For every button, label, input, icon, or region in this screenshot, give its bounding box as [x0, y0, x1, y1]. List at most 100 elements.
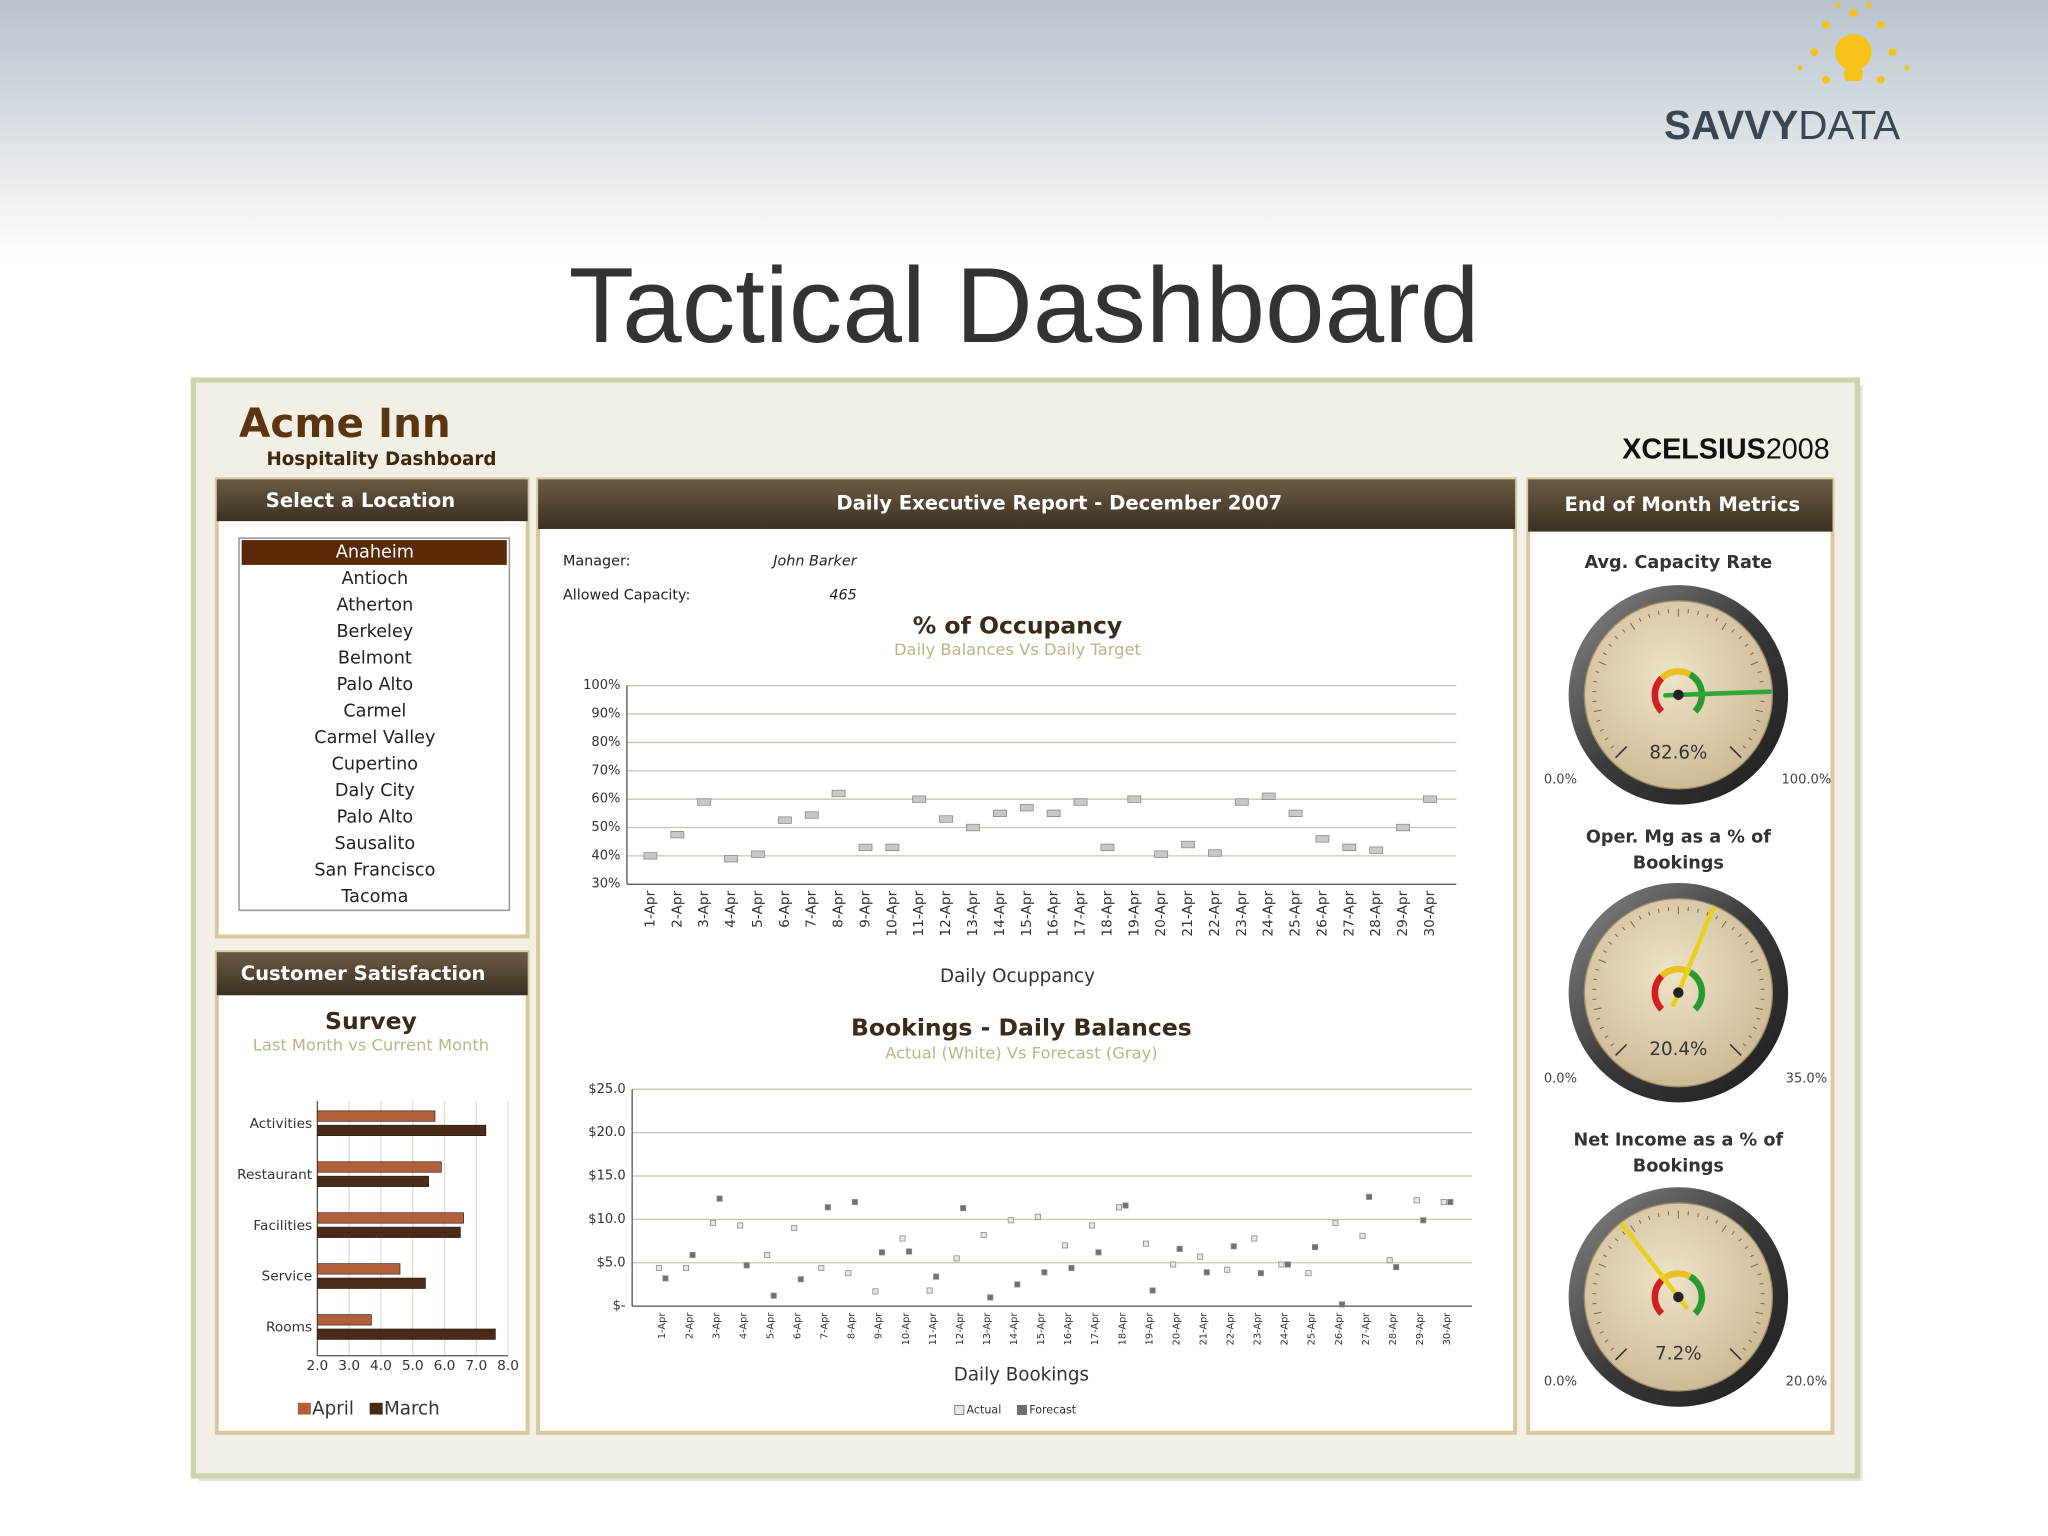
y-tick-label: $15.0 [588, 1169, 625, 1184]
gauge-dial-tick [1593, 1311, 1602, 1315]
gauge-dial-tick [1610, 745, 1615, 749]
marker [933, 1273, 940, 1280]
marker [662, 1275, 669, 1282]
marker [1386, 1257, 1393, 1264]
marker [1420, 1217, 1427, 1224]
marker [953, 1255, 960, 1262]
gauge-dial-tick [1742, 1347, 1747, 1351]
gauge-dial-tick [1598, 661, 1607, 666]
location-item[interactable]: Cupertino [332, 755, 419, 775]
gauge-dial-tick [1750, 959, 1759, 964]
marker [751, 850, 765, 858]
marker [697, 798, 712, 806]
marker [851, 1199, 858, 1206]
chart-subtitle: Actual (White) Vs Forecast (Gray) [885, 1044, 1157, 1063]
location-item[interactable]: Carmel [343, 702, 406, 722]
marker [1257, 1270, 1264, 1277]
x-tick-label: 26-Apr [1334, 1312, 1345, 1346]
gauge-dial-tick [1721, 1225, 1727, 1233]
gauge-dial-tick [1598, 959, 1607, 964]
marker [858, 843, 873, 852]
gauge-value: 82.6% [1649, 743, 1707, 764]
location-item[interactable]: Belmont [338, 649, 412, 669]
gauge-dial-tick [1593, 1282, 1598, 1285]
manager-label: Manager: [563, 554, 631, 570]
gauge-dial-tick [1706, 1215, 1709, 1220]
location-items: Anaheim Antioch Atherton Berkeley Belmont Pal… [241, 540, 507, 907]
gauge-title-box: Avg. Capacity Rate [1584, 552, 1773, 574]
gauge-title: Avg. Capacity Rate [1584, 552, 1773, 574]
bar [317, 1226, 461, 1238]
marker [1143, 1240, 1150, 1247]
location-item[interactable]: Palo Alto [337, 808, 414, 828]
bar [317, 1314, 372, 1326]
gauge-dial-tick [1648, 911, 1651, 916]
location-item[interactable]: Antioch [342, 569, 409, 589]
marker [737, 1222, 744, 1229]
location-item[interactable]: Sausalito [335, 834, 416, 854]
x-axis-label: Daily Bookings [954, 1364, 1089, 1385]
gauge-zone [1651, 973, 1665, 1012]
location-item[interactable]: Berkeley [336, 622, 413, 642]
marker [724, 855, 739, 863]
location-item[interactable]: San Francisco [314, 861, 435, 881]
marker [1068, 1264, 1075, 1271]
x-tick-label: 18-Apr [1117, 1312, 1128, 1346]
marker [1311, 1244, 1318, 1251]
location-item[interactable]: Palo Alto [337, 675, 414, 695]
marker [926, 1287, 933, 1294]
marker [1261, 792, 1276, 800]
panel-title: End of Month Metrics [1564, 493, 1800, 516]
y-tick-label: Facilities [253, 1218, 312, 1234]
x-tick-label: 21-Apr [1180, 890, 1196, 936]
legend-swatch [954, 1404, 965, 1415]
gauge-dial-tick [1602, 1254, 1607, 1258]
marker [1359, 1232, 1366, 1239]
x-tick-label: 5-Apr [765, 1312, 776, 1339]
panel-header [216, 952, 528, 996]
x-tick-label: 3.0 [338, 1358, 360, 1374]
y-tick-label: $20.0 [588, 1125, 625, 1140]
marker [1288, 809, 1303, 817]
y-tick-label: $- [613, 1299, 626, 1314]
location-item[interactable]: Carmel Valley [314, 728, 435, 748]
gauge-dial-tick [1756, 1321, 1761, 1325]
gauge-dial-tick [1630, 622, 1636, 630]
marker [1197, 1253, 1204, 1260]
location-item[interactable]: Anaheim [336, 542, 414, 562]
gauge-dial-tick [1706, 613, 1709, 618]
gauge-zone [1659, 668, 1692, 681]
gauge-dial-tick [1721, 622, 1727, 630]
marker [992, 809, 1007, 817]
gauge-dial-tick [1593, 680, 1598, 683]
x-tick-label: 14-Apr [1009, 1312, 1020, 1346]
marker [1203, 1269, 1210, 1276]
marker [1061, 1242, 1068, 1249]
gauge-dial-tick [1593, 978, 1598, 981]
location-item[interactable]: Atherton [336, 596, 413, 616]
marker [689, 1251, 696, 1258]
marker [743, 1262, 750, 1269]
gauge-dial-tick [1749, 950, 1754, 953]
panel-title: Daily Executive Report - December 2007 [836, 492, 1282, 515]
marker [1315, 835, 1330, 843]
x-tick-label: 30-Apr [1442, 1312, 1453, 1346]
gauge-value: 7.2% [1655, 1343, 1701, 1364]
gauge-dial-tick [1756, 1017, 1761, 1020]
location-item[interactable]: Daly City [335, 781, 415, 801]
gauge-dial-tick [1595, 670, 1600, 674]
marker [845, 1270, 852, 1277]
marker [939, 815, 954, 823]
marker [960, 1205, 967, 1212]
marker [1305, 1270, 1312, 1277]
x-tick-label: 2-Apr [684, 1312, 695, 1339]
gauge-dial-tick [1599, 1026, 1604, 1030]
gauge-dial-tick [1630, 1225, 1636, 1233]
location-item[interactable]: Tacoma [340, 887, 408, 907]
marker [1396, 823, 1411, 832]
x-tick-label: 28-Apr [1368, 890, 1384, 936]
gauge-dial-tick [1755, 1311, 1764, 1315]
marker [1181, 840, 1195, 849]
gauge-dial-tick [1596, 1321, 1601, 1325]
selected-row [241, 540, 507, 565]
